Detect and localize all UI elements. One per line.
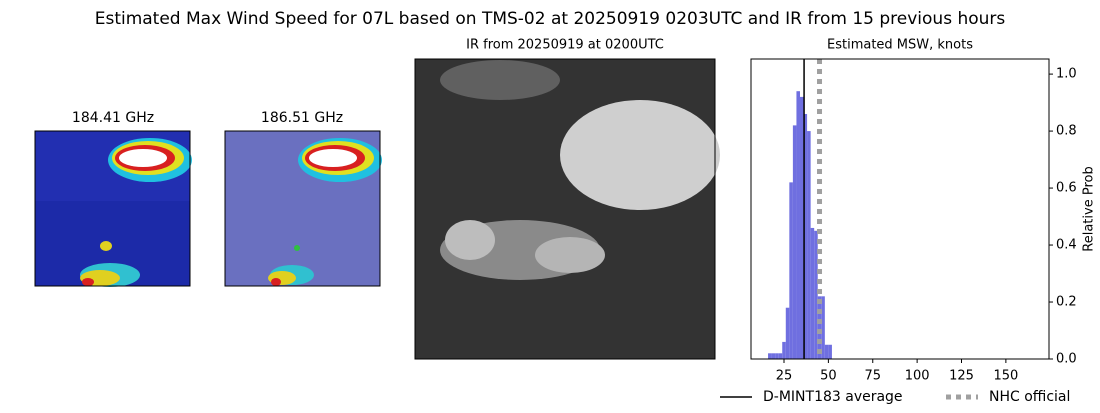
bar [828, 344, 832, 359]
y-tick-label: 0.0 [1056, 352, 1077, 367]
x-tick-label: 150 [993, 369, 1018, 384]
ir-image [414, 58, 720, 360]
bar [817, 296, 822, 359]
bar [799, 96, 804, 360]
bar [792, 125, 797, 359]
y-tick-label: 1.0 [1056, 67, 1077, 82]
bar [789, 182, 793, 359]
bar [782, 341, 786, 359]
bar [824, 344, 829, 359]
bar [796, 91, 800, 360]
bar [768, 353, 772, 359]
x-tick-label: 50 [820, 369, 837, 384]
bar [821, 296, 825, 359]
bar [778, 353, 783, 359]
bar [785, 307, 790, 359]
y-tick-label: 0.6 [1056, 181, 1077, 196]
x-tick-label: 75 [864, 369, 881, 384]
bar [775, 353, 779, 359]
bar [771, 353, 776, 359]
plot-frame [750, 58, 1050, 360]
bar [810, 227, 815, 359]
x-tick-label: 25 [776, 369, 793, 384]
bar [814, 230, 818, 359]
chart-title: Estimated MSW, knots [827, 38, 973, 53]
y-tick-label: 0.4 [1056, 238, 1077, 253]
figure-title: Estimated Max Wind Speed for 07L based o… [95, 9, 1006, 29]
panel-label: 184.41 GHz [72, 110, 154, 126]
x-tick-label: 125 [949, 369, 974, 384]
panel-label: IR from 20250919 at 0200UTC [466, 38, 664, 53]
x-tick-label: 100 [905, 369, 930, 384]
microwave-image [34, 130, 192, 287]
legend-label: NHC official [989, 389, 1070, 405]
panel-label: 186.51 GHz [261, 110, 343, 126]
legend-label: D-MINT183 average [763, 389, 903, 405]
bar [803, 113, 808, 360]
y-tick-label: 0.8 [1056, 124, 1077, 139]
y-axis-label: Relative Prob [1082, 166, 1097, 251]
microwave-image [224, 130, 382, 287]
bar [807, 131, 811, 359]
y-tick-label: 0.2 [1056, 295, 1077, 310]
